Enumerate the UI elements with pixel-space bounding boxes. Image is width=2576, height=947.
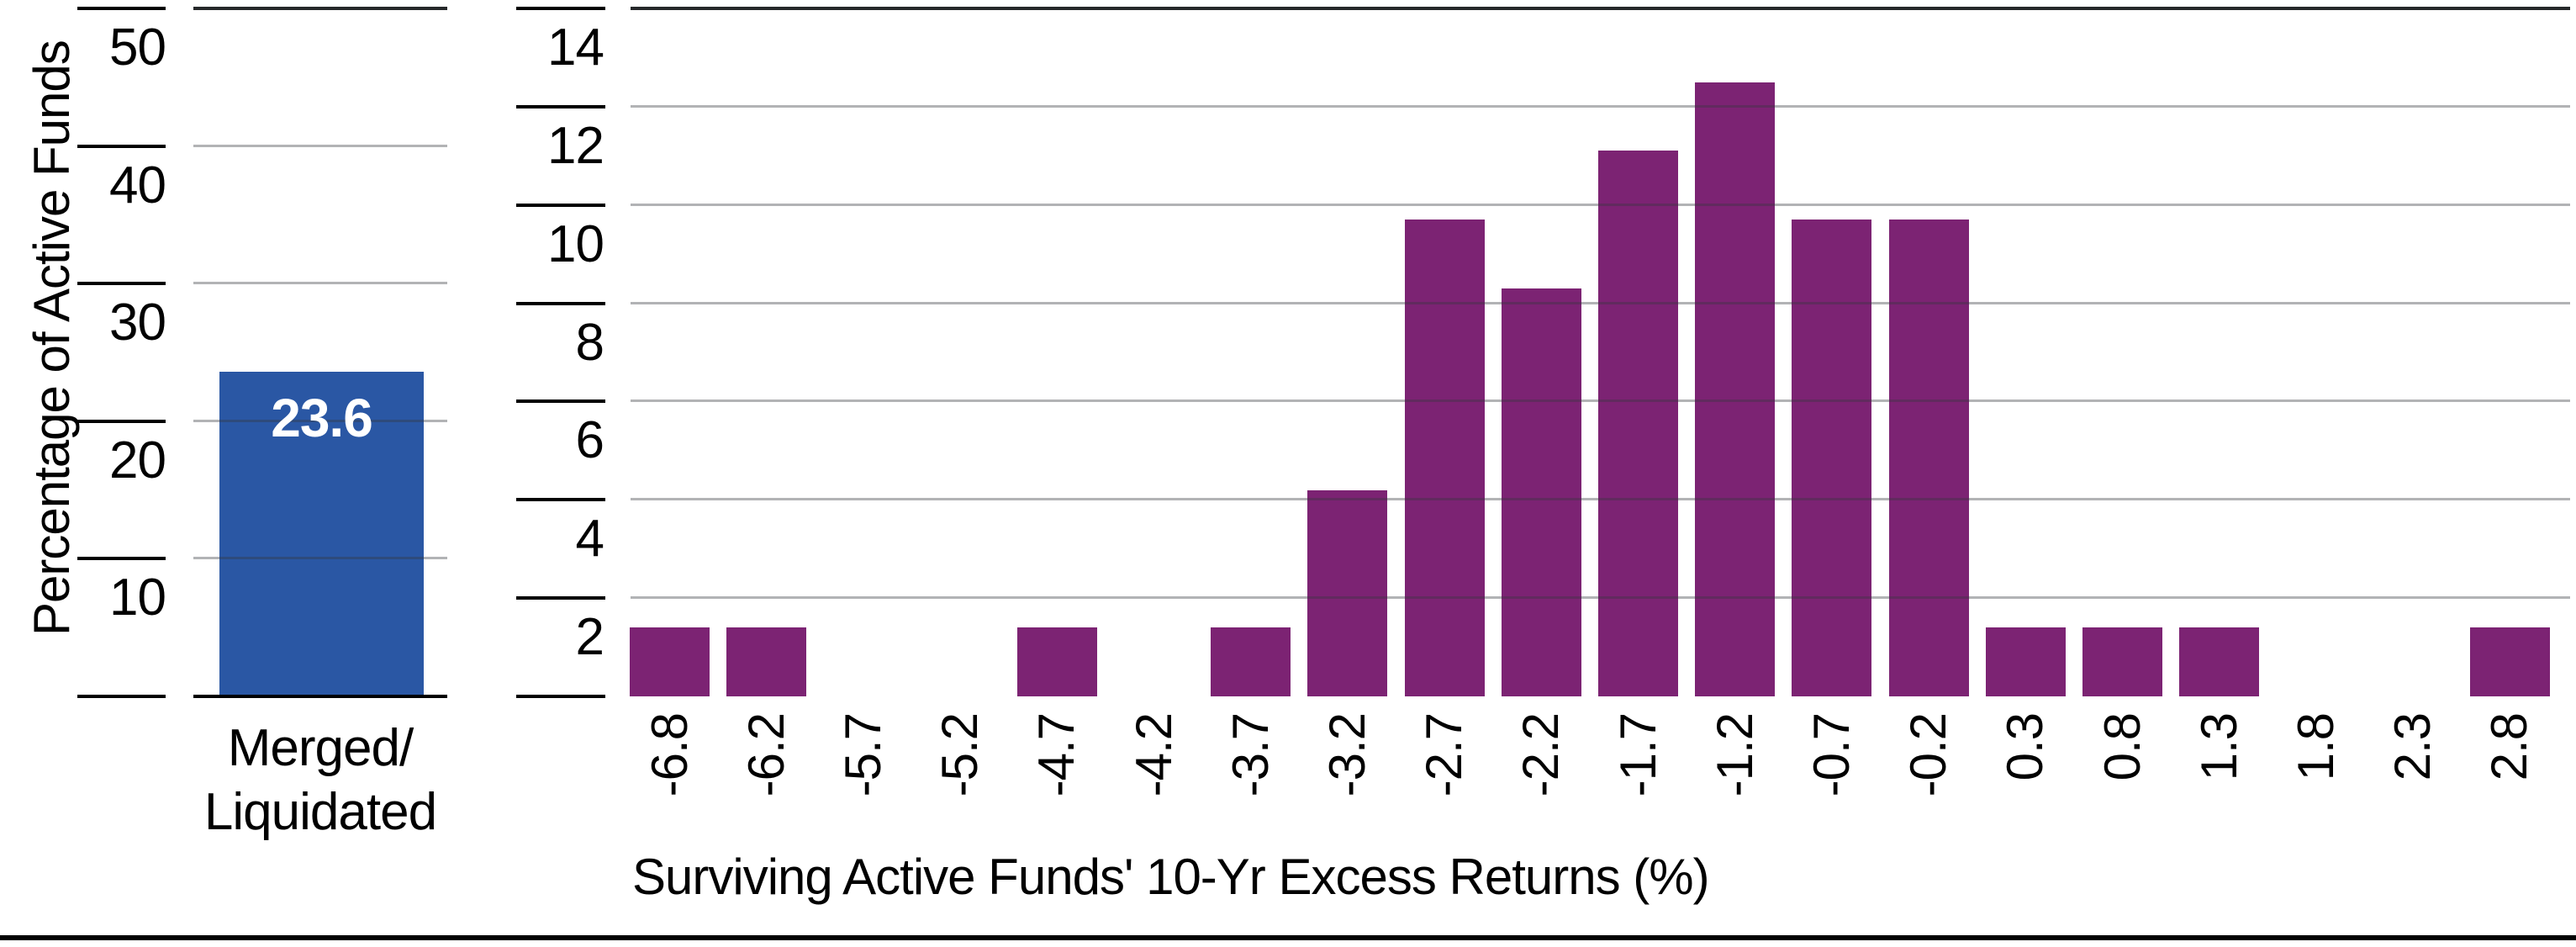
x-axis-tick-label: -6.8 — [641, 713, 698, 797]
x-axis-tick-label: -0.2 — [1900, 713, 1956, 797]
y-axis-tick-label: 6 — [575, 411, 604, 469]
histogram-bar — [1792, 220, 1871, 696]
gridline — [193, 282, 447, 284]
y-axis-tick-label: 50 — [109, 19, 166, 77]
left-y-axis-title: Percentage of Active Funds — [24, 40, 80, 636]
gridline — [193, 145, 447, 147]
histogram-bar — [1889, 220, 1969, 696]
histogram-bar — [1598, 151, 1678, 696]
x-axis-tick-label: 0.8 — [2094, 713, 2151, 781]
histogram-bar — [2082, 627, 2162, 696]
y-axis-tick — [77, 145, 166, 148]
y-axis-tick — [77, 282, 166, 285]
y-axis-tick-label: 4 — [575, 510, 604, 568]
x-axis-tick-label: -5.7 — [835, 713, 891, 797]
x-axis-tick-label: -6.2 — [738, 713, 794, 797]
x-axis-tick-label: 2.3 — [2384, 713, 2441, 781]
merged-liquidated-bar — [219, 372, 424, 696]
gridline — [631, 498, 2570, 500]
histogram-bar — [2470, 627, 2550, 696]
y-axis-tick — [516, 596, 605, 600]
x-axis-tick-label: -3.7 — [1222, 713, 1279, 797]
y-axis-tick — [516, 302, 605, 305]
x-axis-tick-label: -1.2 — [1707, 713, 1763, 797]
x-axis-tick-label: 2.8 — [2481, 713, 2537, 781]
gridline — [631, 105, 2570, 108]
gridline — [631, 204, 2570, 206]
y-axis-tick-label: 10 — [109, 569, 166, 627]
x-axis-tick-label: -2.7 — [1416, 713, 1472, 797]
y-axis-tick — [77, 7, 166, 10]
y-axis-tick-label: 14 — [547, 19, 604, 77]
y-axis-tick — [516, 105, 605, 108]
gridline — [193, 420, 447, 422]
x-axis-tick-label: -2.2 — [1512, 713, 1569, 797]
x-axis-tick-label: -1.7 — [1610, 713, 1666, 797]
histogram-bar — [2179, 627, 2259, 696]
bar-value-label: 23.6 — [271, 388, 373, 448]
histogram-bar — [1502, 288, 1581, 696]
gridline — [193, 7, 447, 10]
x-axis-tick-label: -3.2 — [1319, 713, 1375, 797]
x-axis-title: Surviving Active Funds' 10-Yr Excess Ret… — [632, 849, 1710, 905]
x-axis-tick-label: 0.3 — [1997, 713, 2053, 781]
histogram-bar — [1405, 220, 1485, 696]
category-label-line: Liquidated — [203, 783, 437, 841]
y-axis-tick — [77, 420, 166, 423]
x-axis-baseline — [193, 695, 447, 698]
gridline — [193, 557, 447, 559]
y-axis-tick-label: 20 — [109, 431, 166, 489]
gridline — [631, 302, 2570, 304]
x-axis-tick-label: -4.7 — [1028, 713, 1085, 797]
histogram-bar — [1307, 490, 1387, 696]
y-axis-tick — [77, 557, 166, 560]
y-axis-tick-label: 40 — [109, 156, 166, 214]
x-axis-tick-label: 1.8 — [2288, 713, 2344, 781]
gridline — [631, 7, 2570, 10]
gridline — [631, 399, 2570, 402]
y-axis-tick-label: 12 — [547, 117, 604, 175]
gridline — [631, 596, 2570, 599]
y-axis-tick-label: 30 — [109, 294, 166, 352]
x-axis-tick-label: -5.2 — [932, 713, 988, 797]
x-axis-tick-label: 1.3 — [2191, 713, 2247, 781]
category-label-line: Merged/ — [227, 719, 414, 777]
y-axis-tick — [516, 498, 605, 501]
y-axis-tick-label: 8 — [575, 314, 604, 372]
histogram-bar — [726, 627, 806, 696]
x-axis-tick-label: -4.2 — [1126, 713, 1182, 797]
y-axis-tick-label: 10 — [547, 215, 604, 273]
y-axis-tick-label: 2 — [575, 608, 604, 666]
histogram-bar — [630, 627, 710, 696]
y-axis-tick — [516, 695, 605, 698]
histogram-bar — [1211, 627, 1291, 696]
histogram-bar — [1986, 627, 2066, 696]
histogram-bar — [1695, 82, 1775, 696]
y-axis-tick — [516, 204, 605, 207]
y-axis-tick — [77, 695, 166, 698]
footer-rule — [0, 935, 2576, 940]
x-axis-tick-label: -0.7 — [1803, 713, 1860, 797]
y-axis-tick — [516, 7, 605, 10]
y-axis-tick — [516, 399, 605, 403]
histogram-bar — [1017, 627, 1097, 696]
